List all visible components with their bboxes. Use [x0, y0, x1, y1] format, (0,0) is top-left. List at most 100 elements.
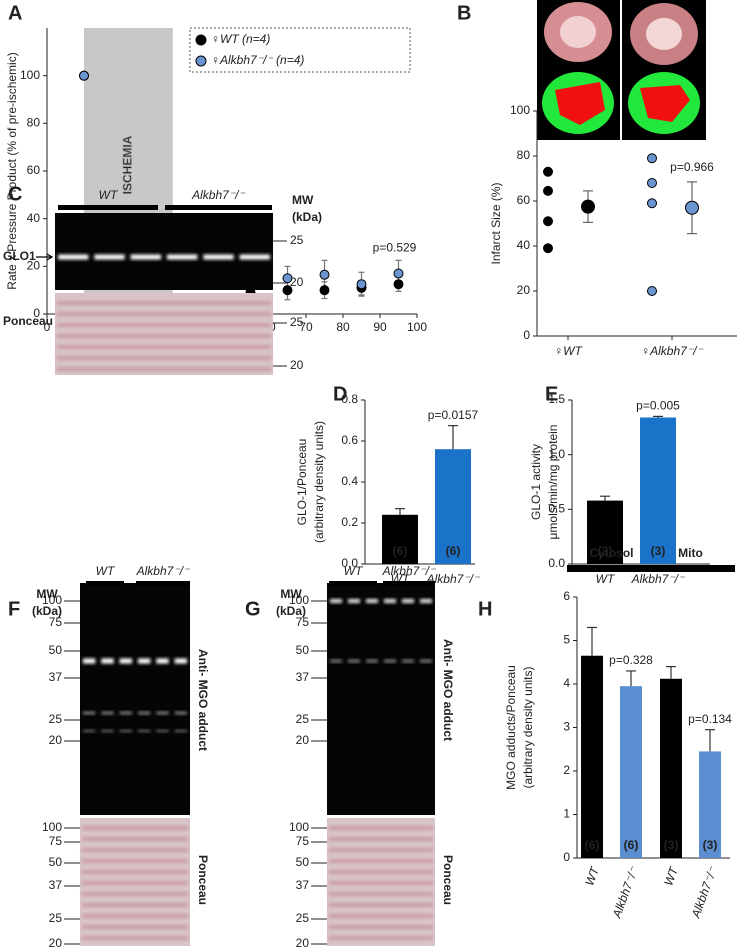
panel-letter: H	[478, 598, 492, 620]
mean-point	[685, 200, 699, 215]
bar	[382, 514, 418, 564]
y-tick-label: 0.6	[341, 433, 358, 447]
stain-band	[329, 837, 433, 841]
blot-band	[402, 659, 414, 663]
n-label: (3)	[664, 838, 679, 852]
blot-label: Ponceau	[441, 855, 455, 905]
y-tick-label: 20	[517, 283, 531, 297]
mw-label: 50	[296, 643, 310, 657]
blot-band	[94, 254, 125, 260]
stain-band	[82, 848, 188, 852]
blot-band	[119, 658, 132, 664]
blot-band	[83, 658, 96, 664]
n-label: (6)	[446, 544, 461, 558]
mw-label: 37	[49, 670, 63, 684]
n-label: (3)	[598, 544, 613, 558]
n-label: (6)	[585, 838, 600, 852]
panel-letter: D	[333, 383, 347, 405]
blot-band	[138, 729, 151, 733]
mw-label: 100	[42, 820, 62, 834]
y-tick-label: 0.8	[341, 392, 358, 406]
mw-label: 25	[49, 712, 63, 726]
data-point	[543, 216, 553, 227]
n-label: (6)	[624, 838, 639, 852]
stain-band	[329, 936, 433, 940]
stain-band	[329, 826, 433, 830]
heart-images	[537, 0, 706, 140]
group-bar	[567, 565, 656, 572]
x-tick-label: 80	[336, 320, 350, 334]
group-label: WT	[96, 564, 116, 578]
p-value: p=0.005	[636, 399, 680, 413]
blot	[327, 583, 435, 815]
blot-band	[384, 599, 396, 603]
mean-point	[581, 199, 595, 214]
y-tick-label: 100	[20, 68, 40, 82]
group-line	[136, 581, 190, 586]
blot-label: Anti- MGO adduct	[441, 639, 455, 741]
x-tick-label: 100	[407, 320, 427, 334]
mw-label: 75	[49, 615, 63, 629]
blot-band	[402, 599, 414, 603]
stain-band	[82, 870, 188, 874]
blot-band	[156, 729, 169, 733]
blot-band	[119, 729, 132, 733]
y-tick-label: 1.5	[548, 392, 565, 406]
mw-label: 20	[296, 936, 310, 947]
stain-band	[57, 301, 271, 305]
blot-label: GLO1	[3, 249, 36, 263]
blot-label: Anti- MGO adduct	[196, 649, 210, 751]
blot-band	[330, 599, 342, 603]
blot-band	[348, 599, 360, 603]
n-label: (3)	[703, 838, 718, 852]
mw-label: 25	[296, 712, 310, 726]
group-label: WT	[99, 188, 119, 202]
y-tick-label: 2	[563, 763, 570, 777]
mw-label: 25	[49, 911, 63, 925]
blot-band	[83, 729, 96, 733]
stain-band	[57, 323, 271, 327]
blot-band	[420, 599, 432, 603]
mw-label: 37	[49, 878, 63, 892]
stain-band	[329, 892, 433, 896]
y-tick-label: 0	[523, 328, 530, 342]
bar	[587, 500, 623, 564]
data-point	[282, 285, 293, 296]
blot-band	[83, 711, 96, 715]
y-tick-label: 0.2	[341, 515, 358, 529]
mw-title: MW	[292, 193, 314, 207]
p-value: p=0.0157	[428, 408, 479, 422]
data-point	[647, 178, 657, 188]
y-axis-label: MGO adducts/Ponceau	[504, 665, 518, 790]
group-label: WT	[344, 564, 364, 578]
bar	[435, 449, 471, 564]
y-tick-label: 80	[27, 116, 41, 130]
y-tick-label: 0	[33, 306, 40, 320]
data-point	[393, 268, 404, 279]
data-point	[543, 243, 553, 254]
y-tick-label: 100	[510, 103, 530, 117]
blot-band	[101, 711, 114, 715]
mw-label: 100	[289, 593, 309, 607]
x-tick-label: 0	[44, 320, 51, 334]
group-label: Alkbh7⁻/⁻	[382, 564, 437, 578]
y-axis-label: GLO-1 activity	[529, 444, 543, 520]
blot-band	[101, 658, 114, 664]
blot-band	[156, 658, 169, 664]
bar	[699, 751, 721, 858]
stain-band	[329, 881, 433, 885]
y-tick-label: 0	[563, 850, 570, 864]
blot-band	[420, 659, 432, 663]
blot-label: Ponceau	[196, 855, 210, 905]
stain-band	[82, 914, 188, 918]
n-label: (3)	[651, 544, 666, 558]
blot-band	[384, 659, 396, 663]
legend-label: ♀WT (n=4)	[211, 32, 270, 46]
x-tick-label: Alkbh7⁻/⁻	[426, 572, 481, 586]
y-axis-label: (arbitrary density units)	[521, 666, 535, 788]
x-tick-label: Alkbh7⁻/⁻	[631, 572, 686, 586]
x-tick-label: WT	[661, 864, 681, 888]
stain-band	[82, 837, 188, 841]
mw-label: 25	[290, 233, 304, 247]
group-bar	[646, 565, 735, 572]
